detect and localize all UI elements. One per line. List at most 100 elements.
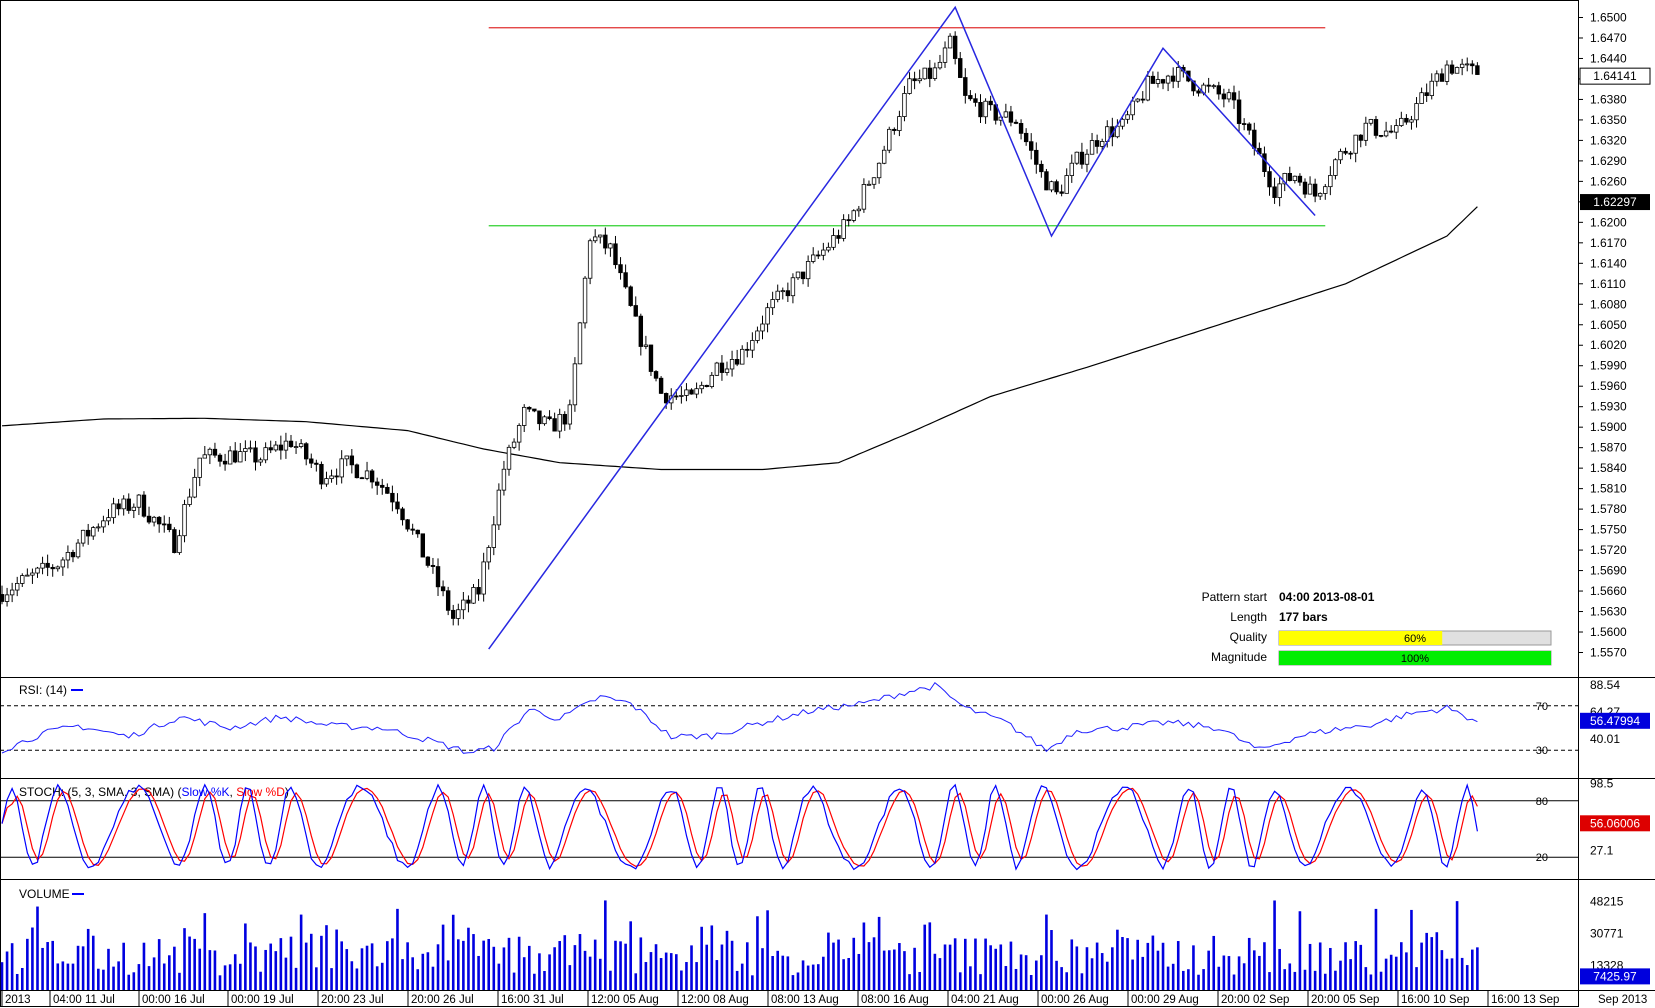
candle	[395, 493, 400, 514]
candle-body	[1125, 114, 1130, 120]
candle-body	[55, 566, 60, 570]
candle-body	[1089, 140, 1095, 155]
candle-body	[1307, 183, 1313, 195]
candle-body	[263, 447, 268, 461]
volume-bar	[1329, 947, 1332, 990]
volume-bar	[507, 937, 511, 990]
volume-bar	[609, 970, 612, 990]
candle-body	[1074, 151, 1080, 164]
volume-bar	[1258, 955, 1261, 990]
candle	[648, 344, 654, 376]
candle-body	[1465, 63, 1470, 66]
candle	[319, 461, 324, 490]
volume-bar	[345, 949, 349, 990]
candle	[542, 415, 547, 426]
candle	[248, 440, 253, 453]
candle	[709, 372, 714, 389]
volume-bar	[680, 970, 683, 990]
candle-body	[952, 35, 958, 59]
candle	[755, 326, 760, 344]
volume-bar	[548, 954, 551, 990]
candle-body	[1039, 163, 1044, 173]
candle	[1120, 117, 1125, 130]
candle-body	[851, 210, 856, 221]
volume-bar	[730, 940, 734, 990]
pattern-info-box: Pattern start 04:00 2013-08-01 Length 17…	[1202, 590, 1552, 666]
candle-body	[638, 315, 644, 347]
candle	[1125, 110, 1130, 124]
candle	[369, 468, 375, 489]
candle	[740, 345, 745, 365]
volume-bar	[568, 965, 572, 990]
candle	[136, 494, 142, 516]
candle	[1206, 77, 1211, 93]
candle-body	[516, 425, 522, 443]
volume-bar	[492, 946, 496, 990]
candle	[917, 69, 922, 84]
candle-body	[582, 277, 588, 324]
candle	[511, 438, 517, 450]
candle	[380, 478, 385, 495]
volume-bar	[664, 952, 668, 990]
candle-body	[486, 547, 491, 563]
volume-bar	[837, 939, 840, 990]
candle	[907, 72, 912, 95]
candle-body	[192, 476, 197, 498]
candle	[826, 242, 831, 253]
candle-body	[679, 395, 684, 397]
volume-bar	[852, 937, 856, 990]
candle-body	[598, 234, 603, 238]
candle	[9, 582, 15, 603]
candle	[643, 335, 649, 350]
candle-body	[755, 330, 760, 341]
candle	[785, 282, 791, 302]
candle-body	[861, 184, 867, 210]
candle	[486, 545, 491, 570]
candle-body	[1176, 67, 1181, 82]
length-value: 177 bars	[1279, 610, 1328, 624]
candle	[724, 361, 730, 376]
volume-bar	[41, 947, 44, 990]
volume-bar	[1425, 932, 1428, 990]
candle	[1454, 66, 1460, 74]
price-tick-label: 1.6470	[1590, 31, 1627, 45]
volume-bar	[690, 945, 693, 990]
volume-bar	[1273, 900, 1276, 990]
candle-body	[1049, 181, 1054, 191]
volume-bar	[1374, 908, 1378, 990]
candle	[451, 604, 456, 626]
volume-bar	[380, 962, 384, 990]
candle	[689, 388, 694, 395]
candle	[177, 529, 182, 555]
volume-bar	[659, 958, 663, 990]
volume-bar	[725, 930, 729, 990]
volume-bar	[355, 968, 359, 990]
candle-body	[1459, 63, 1465, 68]
volume-bar	[588, 956, 592, 990]
candle	[121, 495, 126, 516]
candle-body	[947, 35, 953, 49]
price-tick-label: 1.5990	[1590, 359, 1627, 373]
time-tick-label: 20:00 02 Sep	[1221, 994, 1289, 1006]
candle-body	[1404, 117, 1409, 123]
volume-bar	[522, 957, 526, 990]
candle	[111, 497, 116, 524]
candle	[349, 449, 355, 474]
volume-bar	[71, 963, 75, 990]
candle-body	[91, 527, 96, 537]
volume-bar	[218, 975, 222, 990]
volume-bar	[1202, 969, 1205, 990]
candle-body	[1363, 122, 1369, 141]
candle	[816, 250, 821, 259]
volume-bar	[1415, 967, 1418, 990]
candle	[572, 357, 578, 412]
time-tick-label: 00:00 29 Aug	[1131, 994, 1199, 1006]
candle-body	[1272, 186, 1277, 198]
candle	[836, 229, 841, 244]
candle-body	[805, 261, 811, 280]
candle	[1459, 58, 1465, 76]
candle-body	[1150, 75, 1156, 84]
candle-body	[881, 149, 887, 164]
candle	[527, 406, 532, 412]
